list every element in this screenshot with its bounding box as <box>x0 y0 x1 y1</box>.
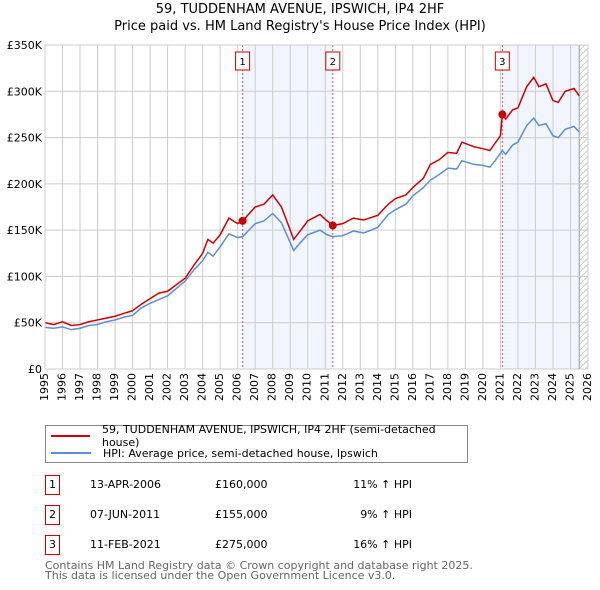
y-tick-label: £300K <box>7 85 43 98</box>
y-tick-label: £0 <box>28 363 42 376</box>
x-tick-label: 1996 <box>56 373 69 401</box>
footer-licence: This data is licensed under the Open Gov… <box>45 569 396 582</box>
footer-copyright: Contains HM Land Registry data © Crown c… <box>45 559 473 572</box>
marker-badge: 2 <box>45 505 60 525</box>
x-tick-label: 2014 <box>371 373 384 401</box>
y-tick-label: £50K <box>14 317 43 330</box>
marker-badge: 1 <box>45 475 60 495</box>
series-line <box>44 116 580 331</box>
red-line-swatch <box>51 435 90 437</box>
x-tick-label: 2020 <box>476 373 489 401</box>
sale-badge-box <box>235 51 251 71</box>
plot-frame <box>44 44 589 370</box>
x-tick-label: 2003 <box>178 373 191 401</box>
x-tick-label: 1997 <box>73 373 86 401</box>
shaded-period <box>502 45 580 369</box>
x-tick-label: 1999 <box>108 373 121 401</box>
hpi-change: 11% ↑ HPI <box>353 478 412 491</box>
x-tick-label: 2010 <box>301 373 314 401</box>
x-tick-label: 2000 <box>126 373 139 401</box>
y-tick-label: £350K <box>7 39 43 52</box>
y-tick-label: £250K <box>7 132 43 145</box>
x-tick-label: 2008 <box>266 373 279 401</box>
blue-line-swatch <box>51 452 91 454</box>
sale-badge-label: 3 <box>499 57 505 68</box>
x-tick-label: 2024 <box>546 373 559 401</box>
transaction-row: 1 13-APR-2006 £160,000 11% ↑ HPI <box>45 475 465 495</box>
chart-subtitle: Price paid vs. HM Land Registry's House … <box>114 19 486 34</box>
x-tick-label: 2009 <box>283 373 296 401</box>
x-tick-label: 2023 <box>528 373 541 401</box>
date: 11-FEB-2021 <box>90 538 161 551</box>
chart-title: 59, TUDDENHAM AVENUE, IPSWICH, IP4 2HF <box>155 2 445 17</box>
x-tick-label: 2022 <box>511 373 524 401</box>
sale-point <box>498 110 507 119</box>
transaction-row: 3 11-FEB-2021 £275,000 16% ↑ HPI <box>45 535 465 555</box>
price: £275,000 <box>215 538 268 551</box>
legend-label: HPI: Average price, semi-detached house,… <box>103 446 378 460</box>
sale-point <box>328 221 337 230</box>
date: 07-JUN-2011 <box>90 508 161 521</box>
x-tick-label: 2011 <box>318 373 331 401</box>
sale-badge-box <box>494 51 510 71</box>
x-tick-label: 2018 <box>441 373 454 401</box>
date: 13-APR-2006 <box>90 478 162 491</box>
price-chart: 1995 1996 1997 1998 1999 2000 2001 2002 2003 2004… <box>7 39 594 401</box>
sale-point <box>238 216 247 225</box>
x-tick-label: 1995 <box>38 373 51 401</box>
legend-item-hpi: HPI: Average price, semi-detached house,… <box>46 445 378 461</box>
price: £155,000 <box>215 508 268 521</box>
x-tick-label: 2025 <box>563 373 576 401</box>
sale-badge-label: 1 <box>239 57 245 68</box>
x-tick-label: 2019 <box>458 373 471 401</box>
x-tick-label: 2015 <box>388 373 401 401</box>
x-tick-label: 2017 <box>423 373 436 401</box>
footer: Contains HM Land Registry data © Crown c… <box>45 559 473 582</box>
x-tick-label: 2004 <box>196 373 209 401</box>
x-tick-label: 2006 <box>231 373 244 401</box>
marker-badge: 3 <box>45 535 60 555</box>
sale-badge-box <box>325 51 341 71</box>
future-hatch <box>579 45 588 369</box>
x-tick-label: 2013 <box>353 373 366 401</box>
hpi-change: 9% ↑ HPI <box>360 508 412 521</box>
transaction-row: 2 07-JUN-2011 £155,000 9% ↑ HPI <box>45 505 465 525</box>
hpi-change: 16% ↑ HPI <box>353 538 412 551</box>
y-tick-label: £150K <box>7 224 43 237</box>
x-tick-label: 2001 <box>143 373 156 401</box>
x-tick-label: 2016 <box>406 373 419 401</box>
y-tick-label: £100K <box>7 270 43 283</box>
x-tick-label: 2021 <box>493 373 506 401</box>
legend: 59, TUDDENHAM AVENUE, IPSWICH, IP4 2HF (… <box>45 423 468 463</box>
x-tick-label: 2007 <box>248 373 261 401</box>
x-tick-label: 2012 <box>336 373 349 401</box>
price: £160,000 <box>215 478 268 491</box>
x-tick-label: 2005 <box>213 373 226 401</box>
y-tick-label: £200K <box>7 178 43 191</box>
sale-badge-label: 2 <box>330 57 336 68</box>
x-tick-label: 2026 <box>581 373 594 401</box>
legend-label: 59, TUDDENHAM AVENUE, IPSWICH, IP4 2HF (… <box>101 423 436 449</box>
series-line <box>44 76 580 327</box>
x-tick-label: 1998 <box>91 373 104 401</box>
legend-item-property: 59, TUDDENHAM AVENUE, IPSWICH, IP4 2HF (… <box>46 423 467 449</box>
x-tick-label: 2002 <box>161 373 174 401</box>
